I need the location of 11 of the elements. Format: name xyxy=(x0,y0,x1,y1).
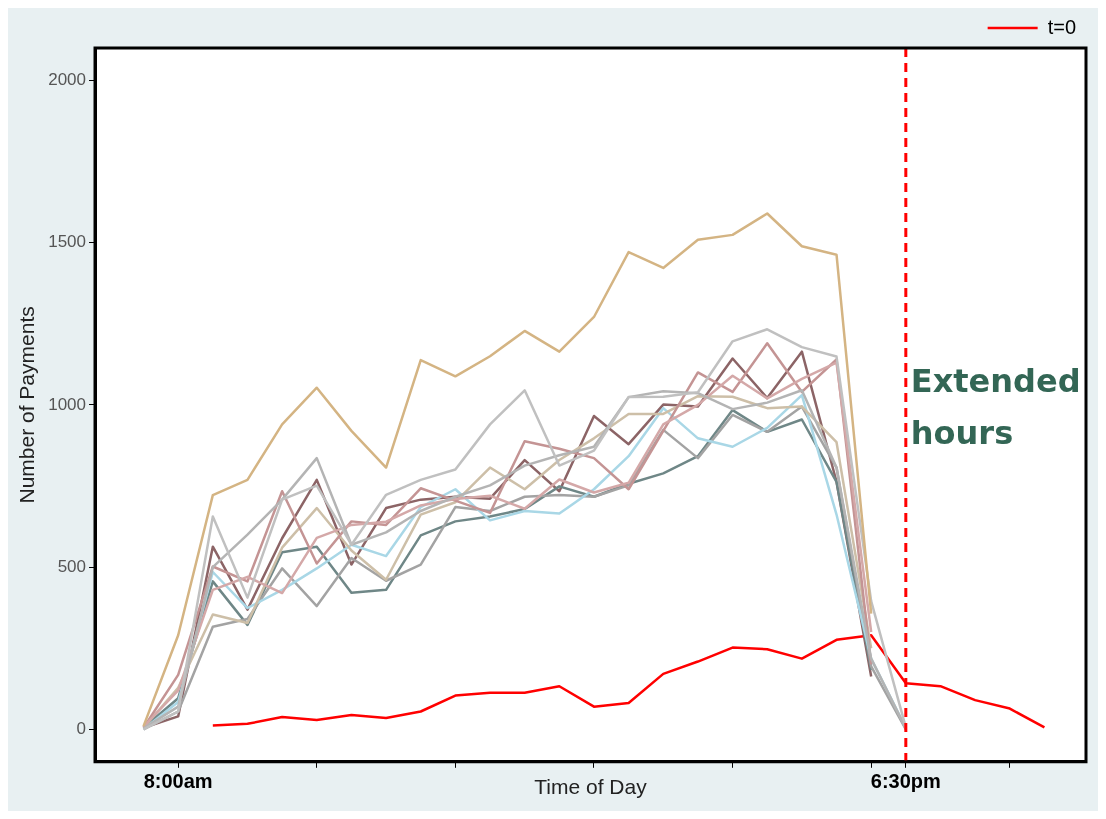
y-tick-label: 2000 xyxy=(48,70,87,90)
legend-label: t=0 xyxy=(1047,15,1076,38)
x-tick-label: 6:30pm xyxy=(870,770,941,793)
y-tick-label: 0 xyxy=(76,719,87,739)
y-axis-title: Number of Payments xyxy=(15,306,39,504)
y-tick-label: 1500 xyxy=(48,232,87,252)
y-tick-label: 500 xyxy=(57,556,87,576)
x-tick-label: 8:00am xyxy=(143,770,213,793)
ref-line-label: Extended hours xyxy=(910,362,1081,453)
y-tick-label: 1000 xyxy=(48,394,87,414)
x-axis-title: Time of Day xyxy=(534,775,648,799)
